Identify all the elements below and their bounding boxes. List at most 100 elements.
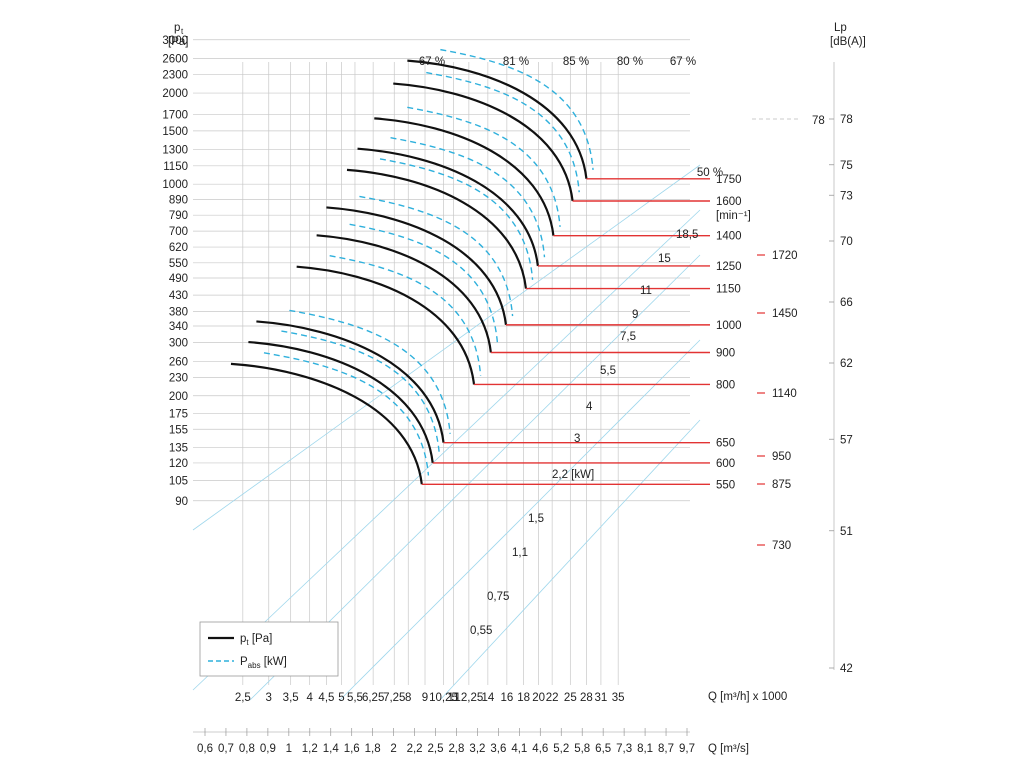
power-curves <box>263 48 594 476</box>
speed-unit-label: [min⁻¹] <box>716 210 751 222</box>
power-curve <box>263 352 430 476</box>
y-tick-label: 260 <box>169 356 188 368</box>
y-tick-label: 550 <box>169 258 188 270</box>
power-label: 1,5 <box>528 513 544 525</box>
y-tick-label: 1000 <box>162 179 188 191</box>
pressure-curve-800 <box>296 265 476 385</box>
power-curve <box>440 48 594 171</box>
x-tick-label-m3s: 1,2 <box>302 743 318 755</box>
power-curve <box>289 309 451 434</box>
x-tick-label-m3h: 35 <box>612 692 625 704</box>
speed-label: 1400 <box>716 231 742 243</box>
x-tick-label-m3s: 7,3 <box>616 743 632 755</box>
power-curve <box>359 195 514 317</box>
speed-lines <box>421 178 765 546</box>
pressure-curve-1250 <box>357 147 539 267</box>
x-tick-label-m3s: 5,2 <box>553 743 569 755</box>
x-tick-label-m3s: 1,8 <box>365 743 381 755</box>
speed-mark-label: 730 <box>772 540 791 552</box>
y-tick-label: 2600 <box>162 54 188 66</box>
y-tick-label: 230 <box>169 372 188 384</box>
pressure-curve-550 <box>230 362 423 485</box>
x-tick-label-m3h: 11 <box>448 692 460 704</box>
x-tick-label-m3s: 2,8 <box>448 743 464 755</box>
pressure-curve-900 <box>316 234 492 353</box>
x-tick-label-m3h: 8 <box>405 692 411 704</box>
pressure-curves <box>230 59 588 485</box>
x-tick-label-m3h: 14 <box>481 692 494 704</box>
speed-label: 1150 <box>716 284 741 296</box>
x-tick-label-m3s: 1 <box>286 743 292 755</box>
y-tick-label: 790 <box>169 210 188 222</box>
y-tick-label: 340 <box>169 321 188 333</box>
lp-tick-label: 62 <box>840 358 853 370</box>
x-tick-label-m3h: 4,5 <box>318 692 334 704</box>
x-tick-label-m3s: 0,6 <box>197 743 213 755</box>
power-curve <box>390 137 546 258</box>
x-tick-label-m3h: 31 <box>595 692 608 704</box>
speed-label: 800 <box>716 379 735 391</box>
x-tick-label-m3s: 1,4 <box>323 743 340 755</box>
system-line <box>192 209 701 691</box>
power-label: 9 <box>632 309 638 321</box>
x-tick-label-m3s: 4,6 <box>532 743 548 755</box>
power-label: 11 <box>640 285 652 297</box>
power-label: 2,2 [kW] <box>552 469 594 481</box>
x-tick-label-m3h: 16 <box>500 692 513 704</box>
x-tick-label-m3h: 22 <box>546 692 559 704</box>
pressure-curve-600 <box>248 340 434 464</box>
y-tick-label: 380 <box>169 306 188 318</box>
y-tick-label: 430 <box>169 290 188 302</box>
speed-label: 1250 <box>716 261 742 273</box>
x-tick-label-m3s: 2,2 <box>407 743 423 755</box>
y-tick-label: 135 <box>169 442 188 454</box>
legend-power-label: Pabs [kW] <box>240 656 287 670</box>
power-label: 18,5 <box>676 229 698 241</box>
lp-tick-label: 70 <box>840 236 853 248</box>
power-label: 0,55 <box>470 625 492 637</box>
lp-reference-label: 78 <box>812 115 825 127</box>
left-axis-title-sub: t <box>181 27 184 36</box>
system-line <box>439 419 701 701</box>
lp-tick-label: 42 <box>840 663 853 675</box>
speed-mark-label: 875 <box>772 479 791 491</box>
y-tick-label: 890 <box>169 195 188 207</box>
right-axis-unit: [dB(A)] <box>830 36 866 48</box>
x-tick-label-m3s: 1,6 <box>344 743 360 755</box>
speed-label: 900 <box>716 347 735 359</box>
x-tick-label-m3h: 28 <box>580 692 593 704</box>
speed-label: 650 <box>716 438 735 450</box>
x-tick-label-m3s: 0,9 <box>260 743 276 755</box>
y-tick-label: 300 <box>169 337 188 349</box>
y-tick-label: 3000 <box>162 35 188 47</box>
y-tick-label: 2000 <box>162 88 188 100</box>
power-label: 4 <box>586 401 593 413</box>
speed-label: 600 <box>716 458 735 470</box>
x-tick-label-m3h: 18 <box>517 692 530 704</box>
efficiency-label: 50 % <box>697 167 723 179</box>
x-tick-label-m3h: 20 <box>532 692 545 704</box>
x-tick-label-m3s: 5,8 <box>574 743 590 755</box>
speed-mark-label: 1450 <box>772 308 798 320</box>
efficiency-label: 67 % <box>419 56 445 68</box>
system-line <box>339 339 701 701</box>
x-tick-label-m3h: 9 <box>422 692 428 704</box>
pressure-curve-1400 <box>374 117 555 236</box>
y-tick-label: 120 <box>169 458 188 470</box>
x-tick-label-m3s: 0,7 <box>218 743 234 755</box>
x-tick-label-m3h: 7,25 <box>383 692 405 704</box>
left-axis-title: p <box>174 22 180 34</box>
lp-tick-label: 57 <box>840 434 853 446</box>
pressure-curve-1600 <box>393 82 574 202</box>
x-tick-label-m3h: 6,25 <box>362 692 384 704</box>
y-tick-label: 490 <box>169 273 188 285</box>
legend-box <box>199 621 339 677</box>
power-label: 7,5 <box>620 331 636 343</box>
pressure-curve-1000 <box>326 206 508 325</box>
x-axis-m3h-label: Q [m³/h] x 1000 <box>708 691 787 703</box>
speed-label: 1750 <box>716 174 742 186</box>
x-tick-label-m3s: 2 <box>390 743 396 755</box>
x-tick-label-m3h: 3,5 <box>283 692 299 704</box>
x-tick-label-m3s: 6,5 <box>595 743 611 755</box>
